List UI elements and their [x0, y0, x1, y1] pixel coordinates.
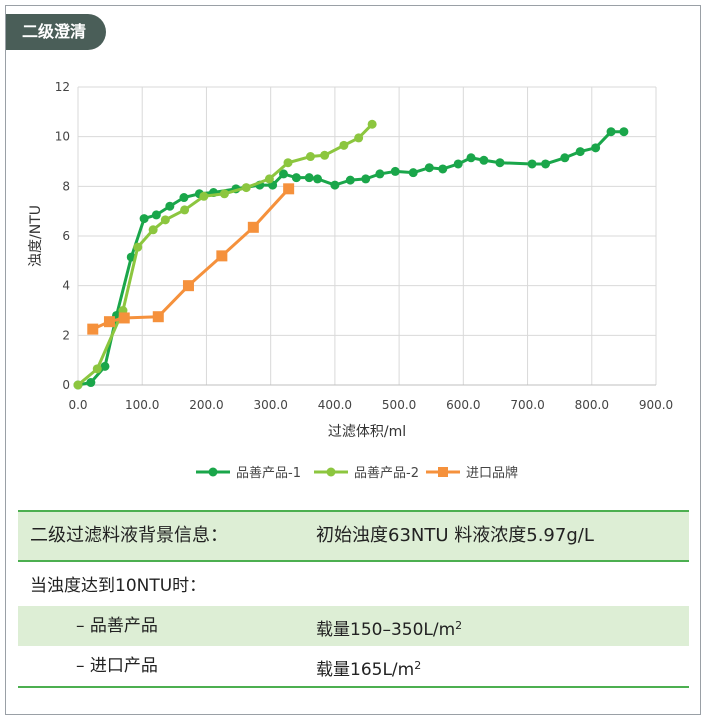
data-point-marker [133, 242, 143, 252]
y-tick-label: 12 [55, 80, 70, 94]
x-tick-label: 700.0 [510, 398, 544, 412]
y-tick-label: 10 [55, 130, 70, 144]
condition-row: 当浊度达到10NTU时： [18, 566, 689, 606]
data-point-marker [479, 155, 489, 165]
data-point-marker [241, 183, 251, 193]
data-point-marker [199, 191, 209, 201]
data-point-marker [219, 189, 229, 199]
x-tick-label: 800.0 [575, 398, 609, 412]
data-point-marker [279, 169, 289, 179]
data-point-marker [92, 364, 102, 374]
data-point-marker [305, 152, 315, 162]
data-point-marker [73, 380, 83, 390]
result-value: 载量150–350L/m2 [316, 619, 463, 640]
x-tick-label: 100.0 [125, 398, 159, 412]
legend-marker [326, 467, 336, 477]
legend-label: 品善产品-1 [236, 465, 301, 481]
data-point-marker [283, 158, 293, 168]
x-tick-label: 900.0 [639, 398, 673, 412]
data-point-marker [148, 225, 158, 235]
data-point-marker [291, 173, 301, 183]
background-row: 二级过滤料液背景信息： 初始浊度63NTU 料液浓度5.97g/L [18, 510, 689, 562]
data-point-marker [575, 147, 585, 157]
result-value: 载量165L/m2 [316, 659, 422, 680]
data-point-marker [86, 378, 96, 388]
background-value: 初始浊度63NTU 料液浓度5.97g/L [316, 525, 594, 546]
legend-label: 进口品牌 [466, 465, 518, 481]
data-point-marker [495, 158, 505, 168]
data-point-marker [345, 175, 355, 185]
data-point-marker [560, 153, 570, 163]
data-point-marker [408, 168, 418, 178]
data-point-marker [367, 119, 377, 129]
data-point-marker [151, 210, 161, 220]
data-point-marker [453, 159, 463, 169]
data-point-marker [591, 143, 601, 153]
x-axis-label: 过滤体积/ml [328, 424, 406, 440]
data-point-marker [354, 133, 364, 143]
data-point-marker [152, 311, 164, 323]
background-label: 二级过滤料液背景信息： [30, 525, 228, 546]
data-point-marker [438, 164, 448, 174]
data-point-marker [424, 163, 434, 173]
y-tick-label: 2 [62, 328, 70, 342]
data-point-marker [390, 166, 400, 176]
data-point-marker [527, 159, 537, 169]
turbidity-line-chart: 0 2 4 6 8 10 12 0.0 100.0 200.0 300.0 400.0 500.0 600… [28, 80, 673, 481]
data-point-marker [247, 221, 259, 233]
x-tick-label: 0.0 [68, 398, 87, 412]
data-point-marker [283, 183, 295, 195]
data-point-marker [606, 127, 616, 137]
data-point-marker [118, 312, 130, 324]
y-tick-label: 0 [62, 378, 70, 392]
data-point-marker [160, 215, 170, 225]
result-label: – 进口产品 [76, 656, 158, 676]
x-tick-label: 400.0 [318, 398, 352, 412]
y-tick-label: 6 [62, 229, 70, 243]
data-point-marker [100, 361, 110, 371]
y-axis-label: 浊度/NTU [28, 205, 44, 267]
x-tick-label: 600.0 [446, 398, 480, 412]
data-point-marker [330, 180, 340, 190]
data-point-marker [180, 205, 190, 215]
result-row-pinshan: – 品善产品 载量150–350L/m2 [18, 606, 689, 646]
x-tick-label: 200.0 [189, 398, 223, 412]
data-point-marker [182, 280, 194, 292]
legend-marker [208, 467, 218, 477]
data-point-marker [87, 323, 99, 335]
data-point-marker [313, 174, 323, 184]
data-point-marker [103, 316, 115, 328]
data-point-marker [264, 174, 274, 184]
y-tick-label: 4 [62, 279, 70, 293]
data-point-marker [466, 153, 476, 163]
series-line-1 [77, 130, 624, 387]
content-card: 二级澄清 [5, 5, 701, 715]
result-label: – 品善产品 [76, 616, 158, 636]
legend-marker [438, 467, 448, 477]
data-point-marker [216, 250, 228, 262]
data-point-marker [541, 159, 551, 169]
data-point-marker [339, 140, 349, 150]
section-tag: 二级澄清 [6, 14, 106, 50]
data-point-marker [619, 127, 629, 137]
condition-text: 当浊度达到10NTU时： [30, 576, 207, 596]
data-point-marker [165, 201, 175, 211]
data-point-marker [361, 174, 371, 184]
legend-label: 品善产品-2 [354, 465, 419, 481]
data-point-marker [304, 173, 314, 183]
data-point-marker [320, 150, 330, 160]
data-point-marker [139, 214, 149, 224]
y-tick-label: 8 [62, 179, 70, 193]
x-tick-label: 500.0 [382, 398, 416, 412]
result-row-import: – 进口产品 载量165L/m2 [18, 646, 689, 688]
data-point-marker [179, 193, 189, 203]
x-tick-label: 300.0 [253, 398, 287, 412]
info-table: 二级过滤料液背景信息： 初始浊度63NTU 料液浓度5.97g/L 当浊度达到1… [18, 510, 689, 688]
data-point-marker [375, 169, 385, 179]
